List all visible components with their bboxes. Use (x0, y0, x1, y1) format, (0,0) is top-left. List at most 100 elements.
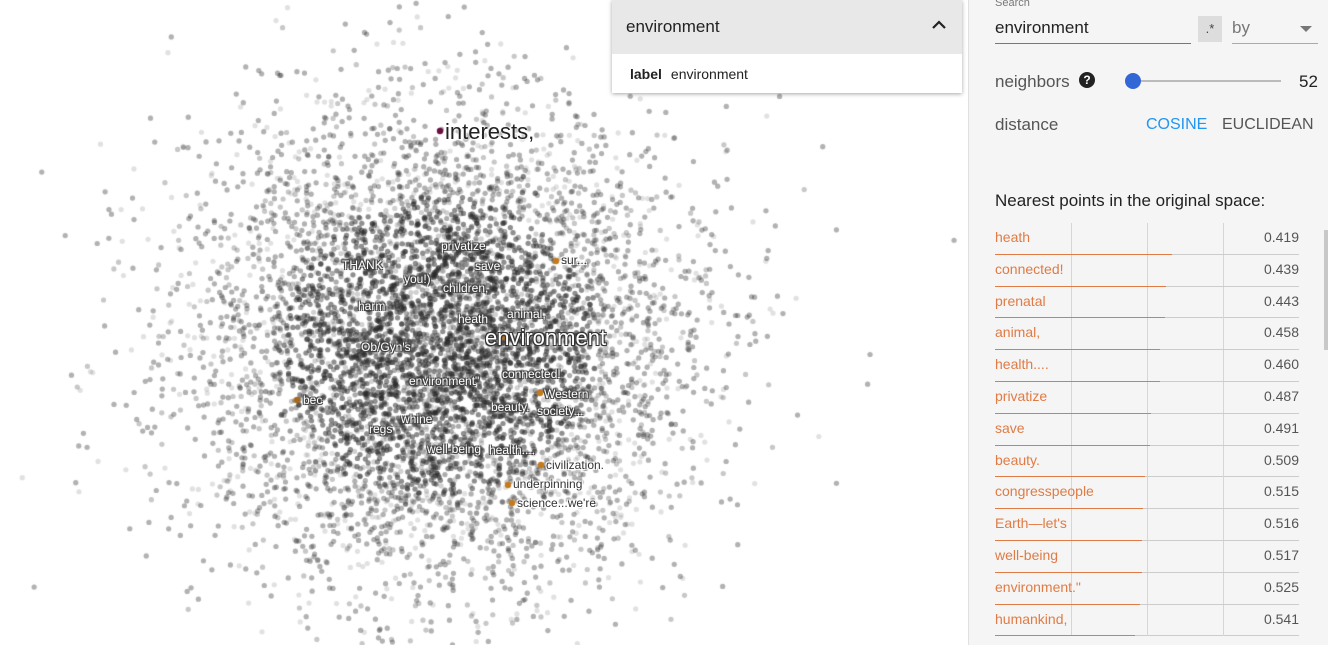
nearest-point-name[interactable]: humankind, (995, 610, 1068, 627)
nearest-point-row[interactable]: beauty. 0.509 (995, 445, 1299, 478)
gridline (1147, 540, 1148, 572)
gridline (1147, 604, 1148, 636)
search-results-popup: environment label environment (612, 0, 962, 93)
point-label[interactable]: environment" (409, 374, 480, 388)
nearest-point-row[interactable]: well-being 0.517 (995, 540, 1299, 573)
similarity-bar (995, 508, 1143, 510)
point-label[interactable]: beauty. (491, 400, 530, 414)
euclidean-button[interactable]: EUCLIDEAN (1222, 116, 1314, 133)
nearest-point-name[interactable]: connected! (995, 260, 1064, 277)
gridline (1223, 413, 1224, 445)
neighbors-slider-track[interactable] (1133, 80, 1281, 82)
nearest-point-name[interactable]: animal, (995, 324, 1041, 341)
gridline (1223, 286, 1224, 318)
similarity-bar (995, 476, 1145, 478)
nearest-point-row[interactable]: prenatal 0.443 (995, 286, 1299, 319)
point-label[interactable]: children, (443, 281, 489, 295)
nearest-point-name[interactable]: prenatal (995, 292, 1046, 309)
nearest-point-row[interactable]: Earth—let's 0.516 (995, 509, 1299, 541)
point-label[interactable]: connected! (502, 367, 561, 381)
point-cloud[interactable] (0, 0, 968, 645)
scrollbar[interactable] (1324, 230, 1328, 350)
help-icon[interactable]: ? (1079, 72, 1095, 88)
gridline (1147, 254, 1148, 286)
nearest-point-name[interactable]: environment." (995, 578, 1081, 595)
neighbors-slider-thumb[interactable] (1125, 73, 1141, 89)
nearest-point-name[interactable]: congresspeople (995, 483, 1094, 500)
nearest-point-distance: 0.487 (1263, 387, 1299, 404)
point-label[interactable]: interests, (445, 119, 535, 144)
gridline (1071, 477, 1072, 509)
gridline (1147, 572, 1148, 604)
gridline (1071, 540, 1072, 572)
gridline (1147, 413, 1148, 445)
nearest-point-name[interactable]: privatize (995, 387, 1048, 404)
gridline (1071, 381, 1072, 413)
search-by-select[interactable]: by (1232, 14, 1318, 44)
point-label[interactable]: you!) (404, 272, 431, 286)
gridline (1071, 572, 1072, 604)
point-label[interactable]: bec (303, 393, 323, 407)
nearest-point-row[interactable]: congresspeople 0.515 (995, 477, 1299, 510)
point-label[interactable]: civilization. (546, 458, 605, 472)
gridline (1147, 318, 1148, 350)
point-label[interactable]: Ob/Gyn's (361, 340, 411, 354)
nearest-point-row[interactable]: health.... 0.460 (995, 350, 1299, 382)
gridline (1223, 318, 1224, 350)
gridline (1223, 381, 1224, 413)
point-label[interactable]: well-being (427, 442, 482, 456)
gridline (1071, 286, 1072, 318)
nearest-point-name[interactable]: save (995, 419, 1025, 436)
nearest-point-name[interactable]: heath (995, 229, 1031, 245)
point-label[interactable]: privatize (441, 239, 486, 253)
popup-result-row[interactable]: label environment (612, 54, 962, 93)
nearest-point-row[interactable]: save 0.491 (995, 413, 1299, 446)
nearest-point-row[interactable]: privatize 0.487 (995, 381, 1299, 414)
nearest-point-name[interactable]: beauty. (995, 451, 1040, 468)
nearest-points-title: Nearest points in the original space: (995, 191, 1266, 210)
nearest-point-row[interactable]: connected! 0.439 (995, 254, 1299, 287)
chevron-up-icon[interactable] (932, 18, 946, 32)
similarity-bar (995, 412, 1152, 414)
neighbors-value: 52 (1299, 72, 1318, 91)
point-label[interactable]: health.... (489, 443, 536, 457)
point-label[interactable]: animal, (507, 307, 546, 321)
nearest-point-distance: 0.517 (1263, 546, 1299, 563)
nearest-point-row[interactable]: environment." 0.525 (995, 572, 1299, 605)
point-label[interactable]: heath (458, 312, 489, 326)
nearest-point-row[interactable]: heath 0.419 (995, 223, 1299, 255)
search-input[interactable]: environment (995, 14, 1191, 44)
nearest-point-row[interactable]: humankind, 0.541 (995, 604, 1299, 637)
gridline (1223, 572, 1224, 604)
similarity-bar (995, 380, 1160, 382)
point-label[interactable]: sur... (561, 253, 588, 267)
nearest-point-name[interactable]: Earth—let's (995, 515, 1067, 532)
point-label[interactable]: environment (485, 325, 607, 350)
similarity-bar (995, 571, 1143, 573)
similarity-bar (995, 603, 1140, 605)
nearest-point-name[interactable]: health.... (995, 356, 1049, 373)
gridline (1147, 286, 1148, 318)
point-label[interactable]: Western (544, 387, 589, 401)
nearest-point-name[interactable]: well-being (995, 546, 1059, 563)
popup-header[interactable]: environment (612, 0, 962, 54)
point-label[interactable]: underpinning (513, 477, 583, 491)
nearest-point-row[interactable]: animal, 0.458 (995, 318, 1299, 351)
popup-query: environment (626, 17, 720, 36)
point-label[interactable]: society... (537, 404, 584, 418)
point-label[interactable]: save (475, 259, 501, 273)
point-label[interactable]: THANK (342, 258, 383, 272)
cosine-button[interactable]: COSINE (1146, 116, 1208, 133)
point-label[interactable]: harm (358, 299, 386, 313)
gridline (1223, 604, 1224, 636)
nearest-point-distance: 0.419 (1263, 229, 1299, 245)
regex-toggle-button[interactable]: .* (1198, 16, 1222, 42)
point-label[interactable]: science...we're (517, 496, 596, 510)
nearest-point-distance: 0.541 (1263, 610, 1299, 627)
point-label[interactable]: regs (369, 422, 393, 436)
gridline (1223, 350, 1224, 382)
point-label[interactable]: whine (401, 412, 433, 426)
similarity-bar (995, 317, 1165, 319)
similarity-bar (995, 349, 1161, 351)
projection-viewport[interactable]: interests, environment privatize save THANK y… (0, 0, 968, 645)
